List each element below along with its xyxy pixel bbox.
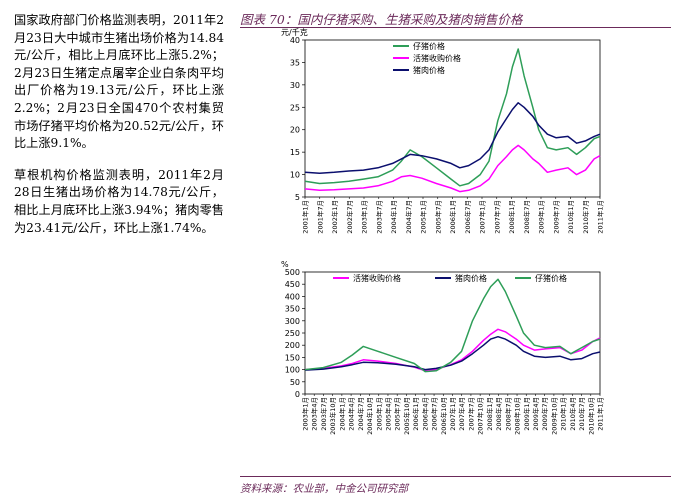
paragraph-government-monitoring: 国家政府部门价格监测表明，2011年2月23日大中城市生猪出场价格为14.84元…	[14, 13, 224, 151]
x-tick-label: 2010年10月	[586, 397, 595, 435]
x-tick-label: 2010年7月	[581, 200, 590, 234]
x-tick-label: 2009年7月	[540, 397, 549, 431]
series-line	[304, 144, 601, 193]
legend-label: 仔猪价格	[535, 273, 567, 283]
x-tick-label: 2008年1月	[507, 200, 516, 234]
x-tick-label: 2002年7月	[345, 200, 354, 234]
x-tick-label: 2002年1月	[330, 200, 339, 234]
legend-label: 猪肉价格	[413, 65, 445, 75]
x-tick-label: 2005年1月	[419, 200, 428, 234]
y-tick-label: 20	[290, 126, 300, 135]
x-tick-label: 2006年1月	[411, 397, 420, 431]
x-tick-label: 2006年7月	[463, 200, 472, 234]
x-tick-label: 2008年7月	[522, 200, 531, 234]
x-tick-label: 2011年1月	[596, 200, 605, 234]
x-tick-label: 2001年7月	[315, 200, 324, 234]
x-tick-label: 2003年7月	[374, 200, 383, 234]
source-note: 资料来源：农业部，中金公司研究部	[240, 483, 408, 495]
y-tick-label: 250	[285, 329, 300, 338]
unit-label: %	[281, 260, 289, 269]
series-line	[304, 328, 601, 372]
x-tick-label: 2003年1月	[301, 397, 310, 431]
y-tick-label: 300	[285, 317, 300, 326]
legend-label: 活猪收购价格	[413, 53, 461, 63]
x-tick-label: 2010年4月	[568, 397, 577, 431]
x-tick-label: 2007年1月	[478, 200, 487, 234]
x-tick-label: 2010年7月	[577, 397, 586, 431]
x-tick-label: 2006年1月	[448, 200, 457, 234]
x-tick-label: 2004年1月	[337, 397, 346, 431]
series-line	[304, 335, 601, 371]
x-tick-label: 2010年1月	[559, 397, 568, 431]
x-tick-label: 2005年7月	[433, 200, 442, 234]
x-tick-label: 2003年4月	[310, 397, 319, 431]
x-tick-label: 2011年1月	[596, 397, 605, 431]
left-text-column: 国家政府部门价格监测表明，2011年2月23日大中城市生猪出场价格为14.84元…	[14, 12, 224, 251]
x-tick-label: 2007年1月	[448, 397, 457, 431]
footer-rule	[240, 476, 671, 477]
x-tick-label: 2006年7月	[430, 397, 439, 431]
x-tick-label: 2008年7月	[503, 397, 512, 431]
x-tick-label: 2005年1月	[374, 397, 383, 431]
x-tick-label: 2009年4月	[531, 397, 540, 431]
title-rule	[240, 27, 671, 28]
x-tick-label: 2003年1月	[360, 200, 369, 234]
y-tick-label: 450	[285, 280, 300, 289]
legend-label: 活猪收购价格	[353, 273, 401, 283]
paragraph-grassroots-monitoring: 草根机构价格监测表明，2011年2月28日生猪出场价格为14.78元/公斤，相比…	[14, 167, 224, 235]
x-tick-label: 2009年10月	[549, 397, 558, 435]
x-tick-label: 2004年7月	[356, 397, 365, 431]
y-tick-label: 30	[290, 81, 300, 90]
y-tick-label: 10	[290, 171, 300, 180]
price-chart-absolute: 元/千克 5 10 15 20 25 30 35 40 2001年1月 2001年7月 2002年1月…	[281, 27, 605, 234]
plot-frame	[304, 39, 601, 198]
y-tick-label: 25	[290, 103, 300, 112]
y-tick-label: 100	[285, 366, 300, 375]
y-tick-label: 15	[290, 148, 300, 157]
x-tick-label: 2004年7月	[404, 200, 413, 234]
figure-title: 图表 70：国内仔猪采购、生猪采购及猪肉销售价格	[240, 12, 523, 27]
y-tick-label: 400	[285, 292, 300, 301]
series-line	[304, 278, 601, 373]
x-tick-label: 2001年1月	[301, 200, 310, 234]
y-tick-label: 200	[285, 341, 300, 350]
x-tick-label: 2007年10月	[476, 397, 485, 435]
x-tick-label: 2005年7月	[393, 397, 402, 431]
x-tick-label: 2004年1月	[389, 200, 398, 234]
x-tick-label: 2007年7月	[492, 200, 501, 234]
x-tick-label: 2009年1月	[522, 397, 531, 431]
series-line	[304, 48, 601, 187]
x-tick-label: 2006年4月	[420, 397, 429, 431]
legend-label: 仔猪价格	[413, 41, 445, 51]
plot-frame	[304, 271, 601, 395]
x-tick-label: 2004年10月	[365, 397, 374, 435]
y-tick-label: 50	[290, 378, 300, 387]
x-tick-label: 2008年10月	[513, 397, 522, 435]
x-tick-label: 2006年10月	[439, 397, 448, 435]
x-tick-label: 2008年4月	[494, 397, 503, 431]
y-tick-label: 350	[285, 305, 300, 314]
x-tick-label: 2010年1月	[566, 200, 575, 234]
y-tick-label: 35	[290, 58, 300, 67]
x-tick-label: 2007年7月	[466, 397, 475, 431]
y-tick-label: 40	[290, 36, 300, 45]
x-tick-label: 2005年4月	[383, 397, 392, 431]
x-tick-label: 2005年10月	[402, 397, 411, 435]
series-line	[304, 102, 601, 174]
x-tick-label: 2009年1月	[537, 200, 546, 234]
x-tick-label: 2009年7月	[551, 200, 560, 234]
x-tick-label: 2008年1月	[485, 397, 494, 431]
legend-label: 猪肉价格	[455, 273, 487, 283]
y-tick-label: 0	[295, 390, 300, 399]
y-tick-label: 150	[285, 353, 300, 362]
x-tick-label: 2007年4月	[457, 397, 466, 431]
x-tick-label: 2003年7月	[319, 397, 328, 431]
y-tick-label: 5	[295, 193, 300, 202]
x-tick-label: 2004年4月	[347, 397, 356, 431]
unit-label: 元/千克	[281, 27, 308, 37]
y-tick-label: 500	[285, 268, 300, 277]
x-tick-label: 2003年10月	[328, 397, 337, 435]
